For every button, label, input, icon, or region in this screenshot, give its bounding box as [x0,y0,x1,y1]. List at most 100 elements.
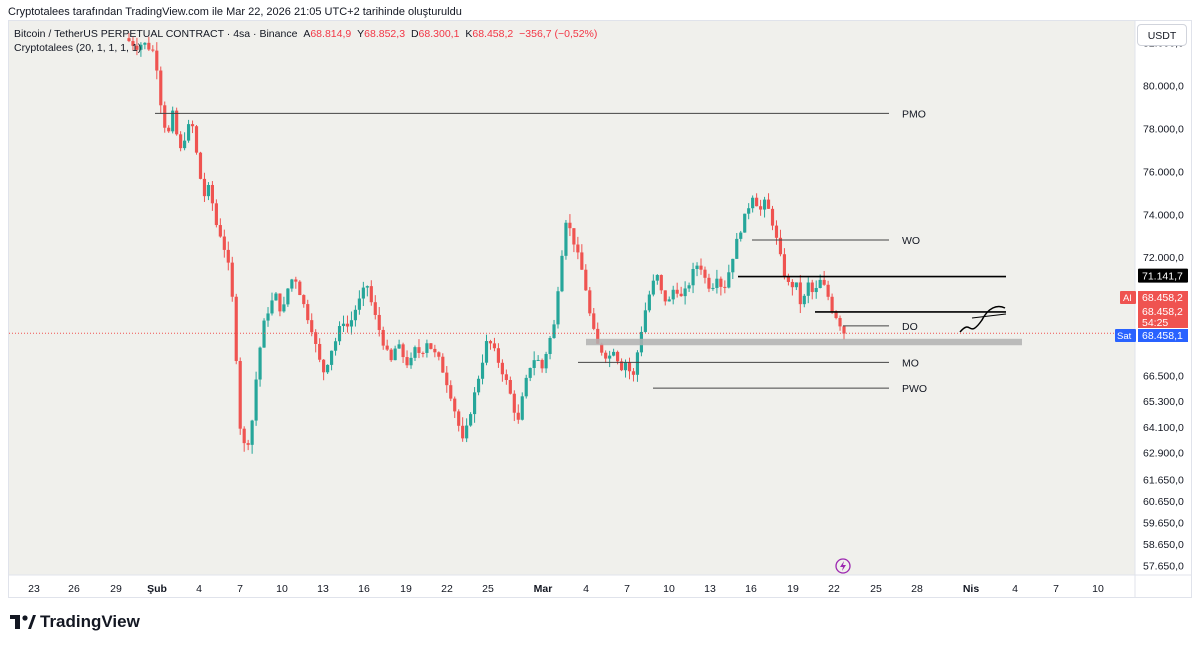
candle-body [294,279,298,282]
candle-body [687,285,691,289]
candle-body [417,347,421,353]
candle-body [230,262,234,297]
candle-body [715,278,719,288]
candle-body [449,385,453,399]
y-tick-label: 76.000,0 [1143,166,1184,178]
candle-body [254,379,258,421]
buy-label[interactable]: Al [1123,293,1131,304]
x-tick-label: 29 [110,583,122,595]
candle-body [691,269,695,286]
candle-body [528,367,532,378]
symbol-name[interactable]: Bitcoin / TetherUS PERPETUAL CONTRACT · … [14,28,298,40]
candle-body [278,293,282,312]
candle-body [171,110,175,132]
candle-body [437,352,441,357]
candle-body [333,341,338,351]
candle-body [492,343,497,349]
sell-price[interactable]: 68.458,1 [1142,330,1183,342]
candle-body [302,295,306,305]
candle-body [711,287,715,289]
candle-body [671,289,675,300]
candle-body [167,127,171,132]
candle-body [747,208,751,214]
current-price: 68.458,2 [1142,306,1183,318]
candle-body [393,348,397,361]
x-tick-label: 25 [482,583,494,595]
x-tick-label: 19 [400,583,412,595]
indicator-legend[interactable]: Cryptotalees (20, 1, 1, 1, 1) [14,42,142,54]
candle-body [524,377,528,397]
x-tick-label: 23 [28,583,40,595]
close-label: K [465,28,473,40]
symbol-legend[interactable]: Bitcoin / TetherUS PERPETUAL CONTRACT · … [14,28,597,40]
candle-body [786,276,790,282]
high-label: Y [357,28,365,40]
candle-body [286,288,290,305]
candle-body [552,324,556,338]
candle-body [727,272,731,288]
candle-body [623,362,628,371]
candle-body [631,371,636,375]
candle-body [592,313,596,329]
hand-drawn-path[interactable] [959,305,1006,333]
candle-body [373,302,377,315]
candle-body [190,124,195,127]
candle-body [151,49,155,51]
candle-body [159,70,163,106]
candle-body [147,42,151,50]
candle-body [548,337,552,354]
x-tick-label: 16 [745,583,757,595]
buy-price[interactable]: 68.458,2 [1142,292,1183,304]
candle-body [341,323,346,327]
y-tick-label: 57.650,0 [1143,560,1184,572]
candle-body [683,288,687,297]
candle-body [830,296,834,312]
candle-body [608,355,612,359]
candle-body [794,282,798,288]
candle-body [345,323,350,327]
candle-body [163,105,167,128]
candle-body [695,265,699,270]
candle-body [329,350,334,365]
candle-body [842,326,846,334]
candle-body [389,349,393,361]
hand-drawn-path[interactable] [971,313,1007,319]
buy-badge-bg [1120,291,1136,304]
x-tick-label: 10 [663,583,675,595]
candle-body [290,279,294,289]
level-label-do: DO [902,321,918,333]
currency-button[interactable]: USDT [1137,24,1187,46]
candle-body [516,412,520,420]
y-tick-label: 58.650,0 [1143,539,1184,551]
candle-body [441,356,445,373]
y-tick-label: 62.900,0 [1143,448,1184,460]
candle-body [457,411,461,426]
candle-body [619,361,624,371]
candle-body [445,372,449,386]
candle-body [504,374,508,381]
candle-body [536,359,540,361]
candle-body [596,328,600,344]
candle-body [183,140,187,149]
candle-body [131,41,135,46]
x-tick-label: 19 [787,583,799,595]
open-value: 68.814,9 [310,28,352,40]
candle-body [401,344,405,358]
candle-body [774,225,779,238]
candle-body [480,362,485,379]
candle-body [226,249,230,263]
x-tick-label: 28 [911,583,923,595]
candle-body [802,295,806,305]
sell-label[interactable]: Sat [1117,331,1132,342]
candle-body [465,425,469,439]
support-zone[interactable] [586,338,1022,346]
candle-body [461,425,465,439]
lightning-icon[interactable] [835,558,851,574]
candle-body [556,291,560,325]
plot-area[interactable] [9,21,1135,575]
change-value: −356,7 (−0,52%) [519,28,598,40]
candle-body [743,213,747,233]
candle-body [429,343,433,349]
candle-body [759,206,763,210]
